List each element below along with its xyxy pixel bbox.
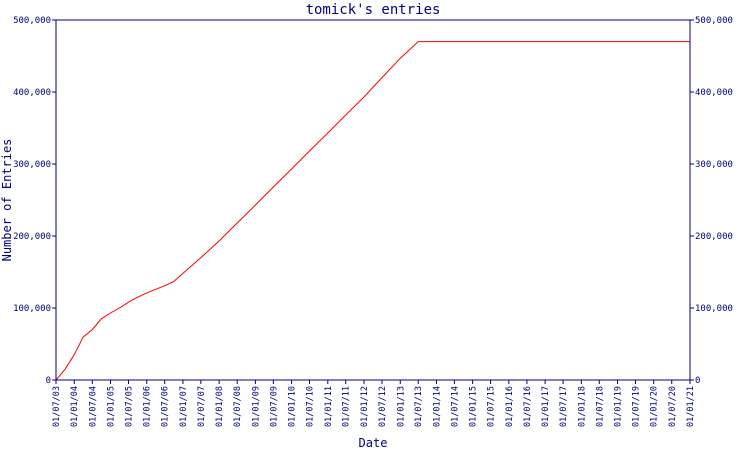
x-tick-label: 01/07/18 (595, 386, 605, 427)
x-tick-label: 01/07/08 (233, 386, 243, 427)
y-tick-label-left: 100,000 (13, 304, 51, 314)
x-tick-label: 01/01/18 (577, 386, 587, 427)
x-tick-label: 01/07/06 (161, 386, 171, 427)
y-axis-label: Number of Entries (0, 139, 14, 262)
x-tick-label: 01/07/07 (197, 386, 207, 427)
x-tick-label: 01/07/16 (523, 386, 533, 427)
x-tick-label: 01/01/12 (360, 386, 370, 427)
x-tick-label: 01/07/09 (269, 386, 279, 427)
series-layer (55, 41, 690, 381)
x-tick-label: 01/01/10 (288, 386, 298, 427)
y-tick-label-right: 300,000 (695, 160, 733, 170)
x-axis-label: Date (359, 436, 388, 450)
x-tick-label: 01/01/19 (614, 386, 624, 427)
y-tick-label-right: 100,000 (695, 304, 733, 314)
x-tick-label: 01/01/16 (505, 386, 515, 427)
x-tick-label: 01/07/03 (52, 386, 62, 427)
x-tick-label: 01/01/15 (469, 386, 479, 427)
y-tick-label-right: 500,000 (695, 16, 733, 26)
x-tick-label: 01/01/13 (396, 386, 406, 427)
y-tick-label-right: 200,000 (695, 232, 733, 242)
x-tick-label: 01/07/13 (414, 386, 424, 427)
y-tick-label-left: 200,000 (13, 232, 51, 242)
y-tick-label-left: 500,000 (13, 16, 51, 26)
x-tick-label: 01/07/14 (450, 386, 460, 427)
y-tick-label-left: 300,000 (13, 160, 51, 170)
y-tick-label-right: 0 (695, 376, 700, 386)
x-tick-label: 01/07/05 (124, 386, 134, 427)
x-tick-label: 01/01/04 (70, 386, 80, 427)
x-tick-label: 01/01/08 (215, 386, 225, 427)
x-tick-label: 01/07/12 (378, 386, 388, 427)
x-tick-label: 01/01/07 (179, 386, 189, 427)
y-tick-label-left: 0 (46, 376, 51, 386)
ticks-layer: 0 0 100,000 100,000 200,000 200,000 300,000 300… (13, 16, 733, 427)
series-line-entries (55, 41, 690, 381)
x-tick-label: 01/07/10 (306, 386, 316, 427)
x-tick-label: 01/07/15 (487, 386, 497, 427)
x-tick-label: 01/01/14 (432, 386, 442, 427)
x-tick-label: 01/01/21 (686, 386, 696, 427)
x-tick-label: 01/01/05 (107, 386, 117, 427)
x-tick-label: 01/07/04 (88, 386, 98, 427)
y-tick-label-left: 400,000 (13, 88, 51, 98)
x-tick-label: 01/01/11 (324, 386, 334, 427)
x-tick-label: 01/07/19 (631, 386, 641, 427)
x-tick-label: 01/01/09 (251, 386, 261, 427)
x-tick-label: 01/01/06 (143, 386, 153, 427)
y-tick-label-right: 400,000 (695, 88, 733, 98)
x-tick-label: 01/07/20 (668, 386, 678, 427)
x-tick-label: 01/07/17 (559, 386, 569, 427)
x-tick-label: 01/07/11 (342, 386, 352, 427)
plot-frame (55, 19, 691, 381)
chart-title: tomick's entries (306, 2, 441, 18)
x-tick-label: 01/01/17 (541, 386, 551, 427)
x-tick-label: 01/01/20 (650, 386, 660, 427)
